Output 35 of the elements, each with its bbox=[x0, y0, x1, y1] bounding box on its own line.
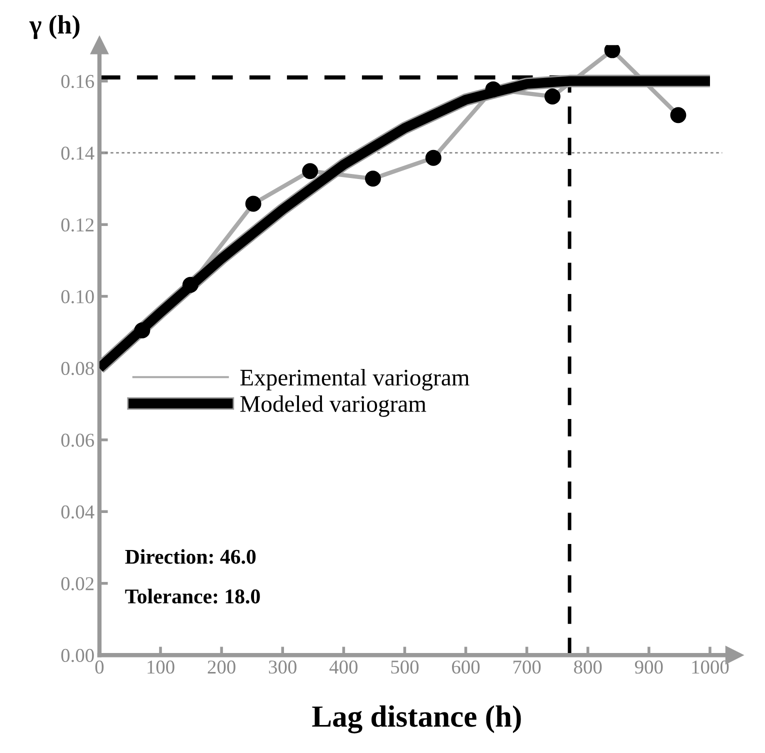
y-tick-label: 0.12 bbox=[61, 218, 94, 232]
x-tick-label: 300 bbox=[268, 660, 296, 674]
point bbox=[425, 150, 442, 166]
x-tick-label: 700 bbox=[514, 660, 541, 674]
x-tick-label: 100 bbox=[148, 660, 174, 674]
point bbox=[134, 322, 150, 338]
x-axis-title: Lag distance (h) bbox=[312, 705, 521, 734]
x-tick-label: 0 bbox=[95, 660, 104, 674]
point bbox=[302, 163, 318, 180]
point bbox=[364, 170, 381, 187]
legend-label: Modeled variogram bbox=[240, 395, 426, 417]
y-tick-label: 0.00 bbox=[61, 648, 94, 662]
y-tick-label: 0.08 bbox=[61, 362, 94, 376]
point bbox=[544, 88, 560, 104]
point bbox=[182, 276, 198, 293]
x-tick-label: 500 bbox=[391, 660, 419, 674]
annotation: Direction: 46.0 bbox=[125, 549, 256, 564]
x-tick-label: 900 bbox=[634, 660, 663, 674]
y-tick-label: 0.02 bbox=[61, 577, 94, 590]
x-tick-label: 800 bbox=[574, 660, 602, 674]
x-tick-label: 400 bbox=[329, 660, 358, 674]
y-axis-title: γ (h) bbox=[29, 15, 80, 40]
legend-label: Experimental variogram bbox=[240, 369, 470, 390]
point bbox=[670, 107, 686, 124]
y-tick-label: 0.10 bbox=[61, 290, 94, 304]
y-tick-label: 0.14 bbox=[61, 146, 94, 160]
y-tick-label: 0.04 bbox=[61, 505, 94, 519]
x-tick-label: 600 bbox=[452, 660, 480, 674]
y-tick-label: 0.06 bbox=[61, 434, 94, 447]
x-tick-label: 200 bbox=[208, 660, 236, 674]
point bbox=[485, 81, 502, 98]
annotation: Tolerance: 18.0 bbox=[125, 588, 260, 604]
x-tick-label: 1000 bbox=[692, 660, 729, 674]
point bbox=[245, 196, 262, 212]
y-tick-label: 0.16 bbox=[61, 74, 94, 88]
